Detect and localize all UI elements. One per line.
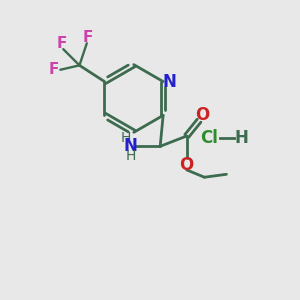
Text: O: O bbox=[179, 157, 193, 175]
Text: N: N bbox=[124, 137, 138, 155]
Text: F: F bbox=[83, 31, 94, 46]
Text: N: N bbox=[163, 73, 176, 91]
Text: H: H bbox=[126, 149, 136, 163]
Text: Cl: Cl bbox=[200, 129, 218, 147]
Text: F: F bbox=[49, 62, 59, 77]
Text: O: O bbox=[196, 106, 210, 124]
Text: H: H bbox=[234, 129, 248, 147]
Text: F: F bbox=[57, 36, 67, 51]
Text: H: H bbox=[120, 131, 130, 145]
